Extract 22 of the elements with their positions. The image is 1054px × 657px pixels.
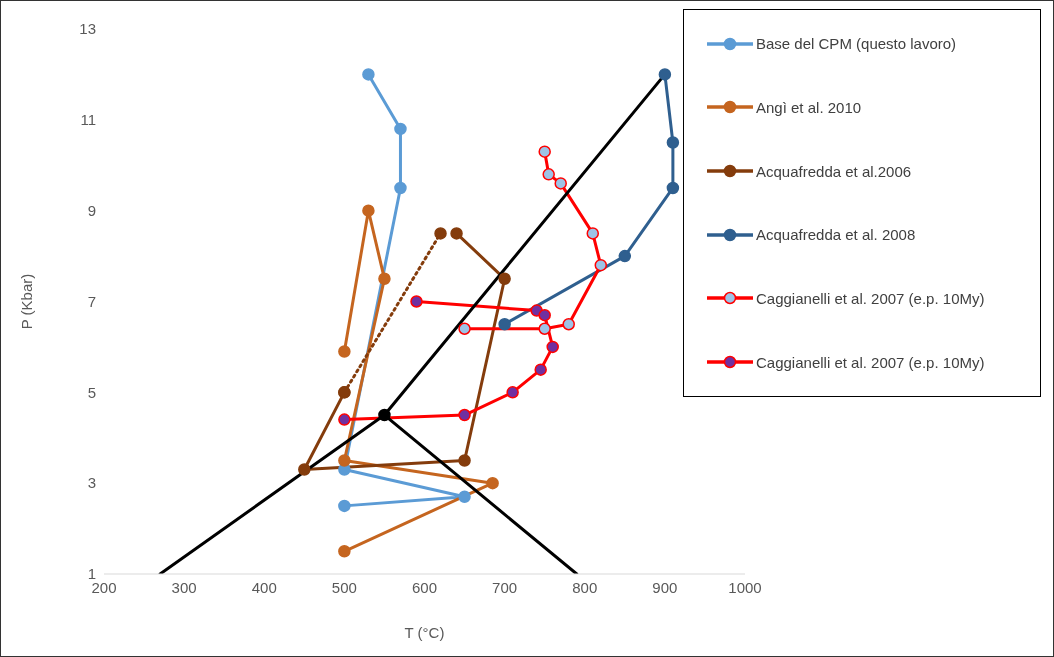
legend-label: Acquafredda et al. 2008 [756, 226, 916, 244]
legend-label: Caggianelli et al. 2007 (e.p. 10My) [756, 289, 985, 307]
legend-label: Acquafredda et al.2006 [756, 162, 912, 180]
y-tick-label: 9 [87, 201, 96, 219]
x-tick-label: 700 [492, 578, 518, 596]
x-tick-label: 800 [572, 578, 598, 596]
y-axis-title: P (Kbar) [18, 273, 36, 330]
y-tick-label: 7 [87, 292, 96, 310]
y-tick-label: 11 [80, 111, 96, 129]
x-tick-label: 500 [331, 578, 357, 596]
legend-label: Base del CPM (questo lavoro) [756, 35, 957, 53]
y-tick-label: 3 [87, 474, 96, 492]
x-tick-label: 400 [251, 578, 277, 596]
x-tick-label: 1000 [728, 578, 762, 596]
y-tick-label: 13 [79, 20, 96, 38]
x-tick-label: 300 [171, 578, 197, 596]
y-tick-label: 5 [87, 383, 96, 401]
x-axis-title: T (°C) [404, 624, 445, 641]
x-tick-label: 600 [411, 578, 438, 596]
legend-label: Caggianelli et al. 2007 (e.p. 10My) [756, 353, 985, 371]
x-tick-label: 900 [652, 578, 678, 596]
legend-label: Angì et al. 2010 [756, 98, 862, 116]
